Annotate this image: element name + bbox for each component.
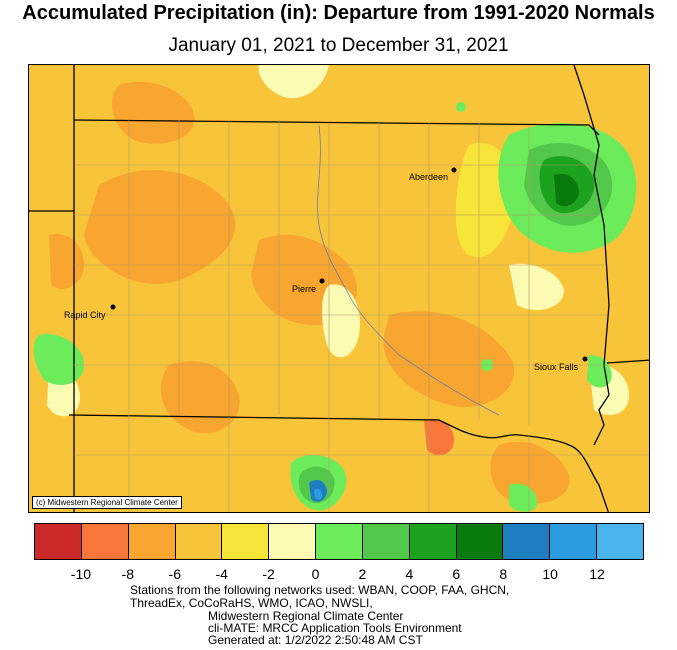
legend-swatch xyxy=(269,524,317,559)
precipitation-map: Aberdeen Pierre Rapid City Sioux Falls (… xyxy=(28,64,650,513)
legend-swatch xyxy=(128,524,176,559)
legend-swatch xyxy=(503,524,551,559)
footer-networks-line1: Stations from the following networks use… xyxy=(130,583,510,597)
aberdeen-marker xyxy=(451,167,457,173)
legend-swatch xyxy=(175,524,223,559)
legend-tick-label: 4 xyxy=(405,566,414,582)
legend-tick-label: 2 xyxy=(358,566,367,582)
wet-anomaly-areas xyxy=(33,102,637,512)
legend-swatch xyxy=(597,524,643,559)
county-lines xyxy=(74,120,649,512)
legend-tick-label: -4 xyxy=(215,566,228,582)
legend-tick-label: -2 xyxy=(262,566,275,582)
city-label-aberdeen: Aberdeen xyxy=(409,172,449,182)
legend-tick-label: 12 xyxy=(589,566,605,582)
missouri-river xyxy=(317,124,500,416)
footer-climate-tool: cli-MATE: MRCC Application Tools Environ… xyxy=(208,621,462,635)
legend-swatch xyxy=(456,524,504,559)
legend-swatch xyxy=(222,524,270,559)
pierre-marker xyxy=(319,278,325,284)
legend-tick-label: 8 xyxy=(499,566,508,582)
legend-swatch xyxy=(81,524,129,559)
legend-tick-label: -10 xyxy=(70,566,92,582)
legend-swatch xyxy=(316,524,363,559)
map-title: Accumulated Precipitation (in): Departur… xyxy=(22,2,655,24)
legend-tick-label: 0 xyxy=(311,566,320,582)
city-label-rapid-city: Rapid City xyxy=(64,310,106,320)
legend-tick-label: -6 xyxy=(168,566,181,582)
rapid-city-marker xyxy=(110,304,116,310)
legend-swatch xyxy=(362,524,410,559)
map-subtitle: January 01, 2021 to December 31, 2021 xyxy=(168,35,509,56)
legend-tick-label: 6 xyxy=(452,566,461,582)
legend-tick-label: 10 xyxy=(542,566,558,582)
city-label-pierre: Pierre xyxy=(292,284,317,294)
state-borders xyxy=(29,65,649,512)
footer-mrcc: Midwestern Regional Climate Center xyxy=(208,609,404,623)
dryer-anomaly-areas xyxy=(424,418,454,456)
footer-networks-line2: ThreadEx, CoCoRaHS, WMO, ICAO, NWSLI, xyxy=(130,596,373,610)
city-markers xyxy=(110,167,588,362)
map-canvas xyxy=(29,65,649,512)
map-credit: (c) Midwestern Regional Climate Center xyxy=(32,496,182,509)
legend-swatch xyxy=(409,524,457,559)
city-label-sioux-falls: Sioux Falls xyxy=(534,362,579,372)
footer-generated-at: Generated at: 1/2/2022 2:50:48 AM CST xyxy=(208,633,423,647)
legend-tick-label: -8 xyxy=(121,566,135,582)
color-legend xyxy=(34,523,644,560)
sioux-falls-marker xyxy=(582,356,588,362)
legend-swatch xyxy=(35,524,82,559)
legend-swatch xyxy=(550,524,598,559)
